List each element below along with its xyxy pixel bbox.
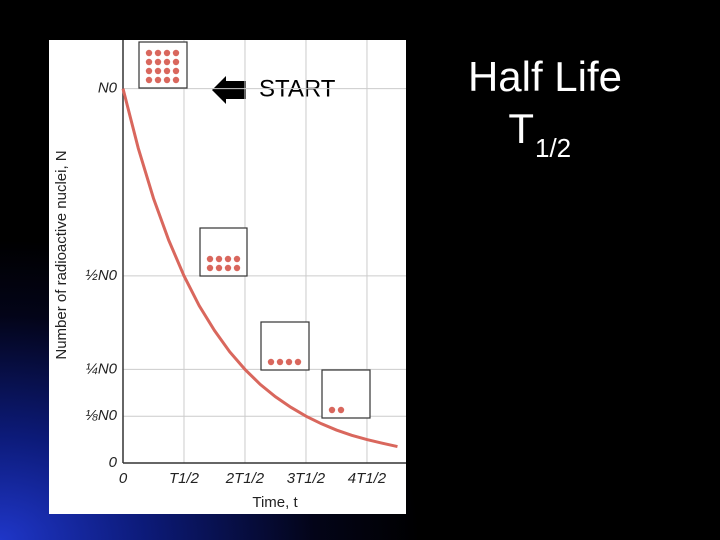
y-tick-label: ⅛N0 (85, 407, 117, 424)
nucleus-dot (224, 264, 232, 272)
nucleus-dot (145, 49, 153, 57)
half-life-symbol: T (508, 105, 534, 152)
nucleus-dot (267, 358, 275, 366)
nucleus-dot (215, 255, 223, 263)
nucleus-dot (145, 67, 153, 75)
half-life-subscript: 1/2 (535, 133, 571, 163)
nucleus-dot (154, 67, 162, 75)
nucleus-dot (233, 264, 241, 272)
x-tick-label: 4T1/2 (348, 470, 387, 487)
nucleus-dot (154, 76, 162, 84)
nucleus-dot (154, 49, 162, 57)
nucleus-dot (154, 58, 162, 66)
nucleus-dot (294, 358, 302, 366)
nucleus-dot (172, 58, 180, 66)
x-axis-label: Time, t (252, 494, 298, 511)
nucleus-dot (224, 255, 232, 263)
y-tick-label: 0 (109, 454, 118, 471)
start-arrow (212, 76, 246, 104)
nucleus-dot (328, 406, 336, 414)
x-tick-label: 2T1/2 (225, 470, 265, 487)
nucleus-dot (215, 264, 223, 272)
nucleus-dot (163, 67, 171, 75)
nucleus-dot (172, 67, 180, 75)
y-tick-label: ¼N0 (85, 360, 117, 377)
nucleus-dot (163, 76, 171, 84)
x-tick-label: 3T1/2 (287, 470, 326, 487)
nucleus-dot (206, 264, 214, 272)
y-axis-label: Number of radioactive nuclei, N (53, 150, 70, 359)
nucleus-dot (285, 358, 293, 366)
nucleus-dot (145, 76, 153, 84)
x-tick-label: 0 (119, 470, 128, 487)
y-tick-label: N0 (98, 80, 118, 97)
nucleus-dot (172, 76, 180, 84)
slide-title: Half Life (468, 53, 622, 100)
nucleus-dot (337, 406, 345, 414)
nucleus-dot (145, 58, 153, 66)
decay-curve (121, 88, 398, 448)
nucleus-dot (233, 255, 241, 263)
nucleus-dot (206, 255, 214, 263)
nucleus-dot (163, 58, 171, 66)
x-tick-label: T1/2 (169, 470, 200, 487)
y-tick-label: ½N0 (85, 267, 117, 284)
nucleus-dot (276, 358, 284, 366)
nucleus-dot (163, 49, 171, 57)
nucleus-dot (172, 49, 180, 57)
